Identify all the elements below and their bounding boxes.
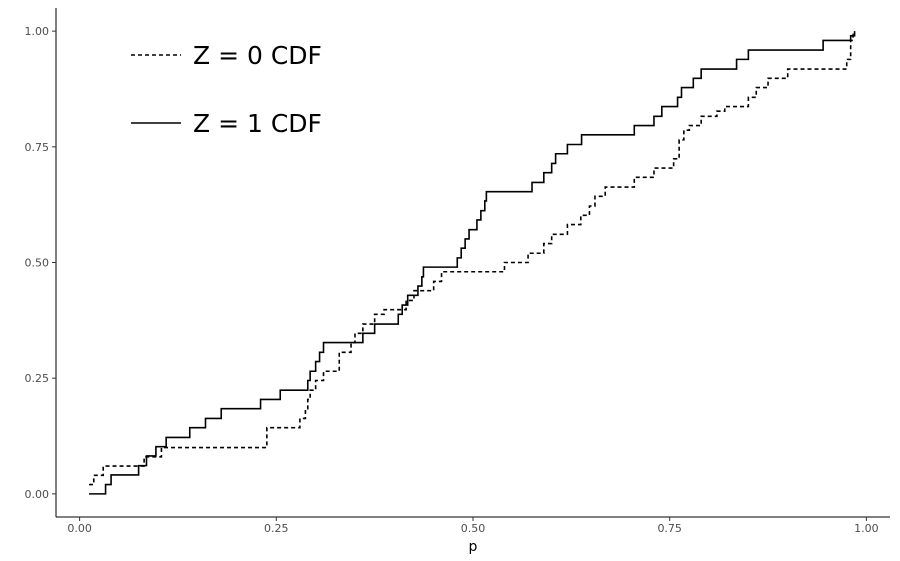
x-tick-label: 1.00: [854, 522, 879, 535]
series-line-z0: [89, 31, 854, 486]
y-tick-label: 0.00: [25, 488, 50, 501]
x-axis-title: p: [469, 539, 478, 555]
y-axis-ticks: 0.00 0.25 0.50 0.75 1.00: [25, 25, 56, 501]
y-tick-label: 0.50: [25, 257, 50, 270]
x-tick-label: 0.00: [67, 522, 92, 535]
x-tick-label: 0.75: [657, 522, 682, 535]
legend: Z = 0 CDF Z = 1 CDF: [131, 41, 322, 138]
legend-label-z1: Z = 1 CDF: [193, 109, 322, 138]
y-tick-label: 0.25: [25, 372, 50, 385]
y-tick-label: 0.75: [25, 141, 50, 154]
legend-label-z0: Z = 0 CDF: [193, 41, 322, 70]
x-axis-ticks: 0.00 0.25 0.50 0.75 1.00: [67, 517, 879, 535]
y-tick-label: 1.00: [25, 25, 50, 38]
x-tick-label: 0.50: [461, 522, 486, 535]
series-line-z1: [89, 31, 856, 495]
x-tick-label: 0.25: [264, 522, 289, 535]
plot-area: [89, 31, 856, 495]
